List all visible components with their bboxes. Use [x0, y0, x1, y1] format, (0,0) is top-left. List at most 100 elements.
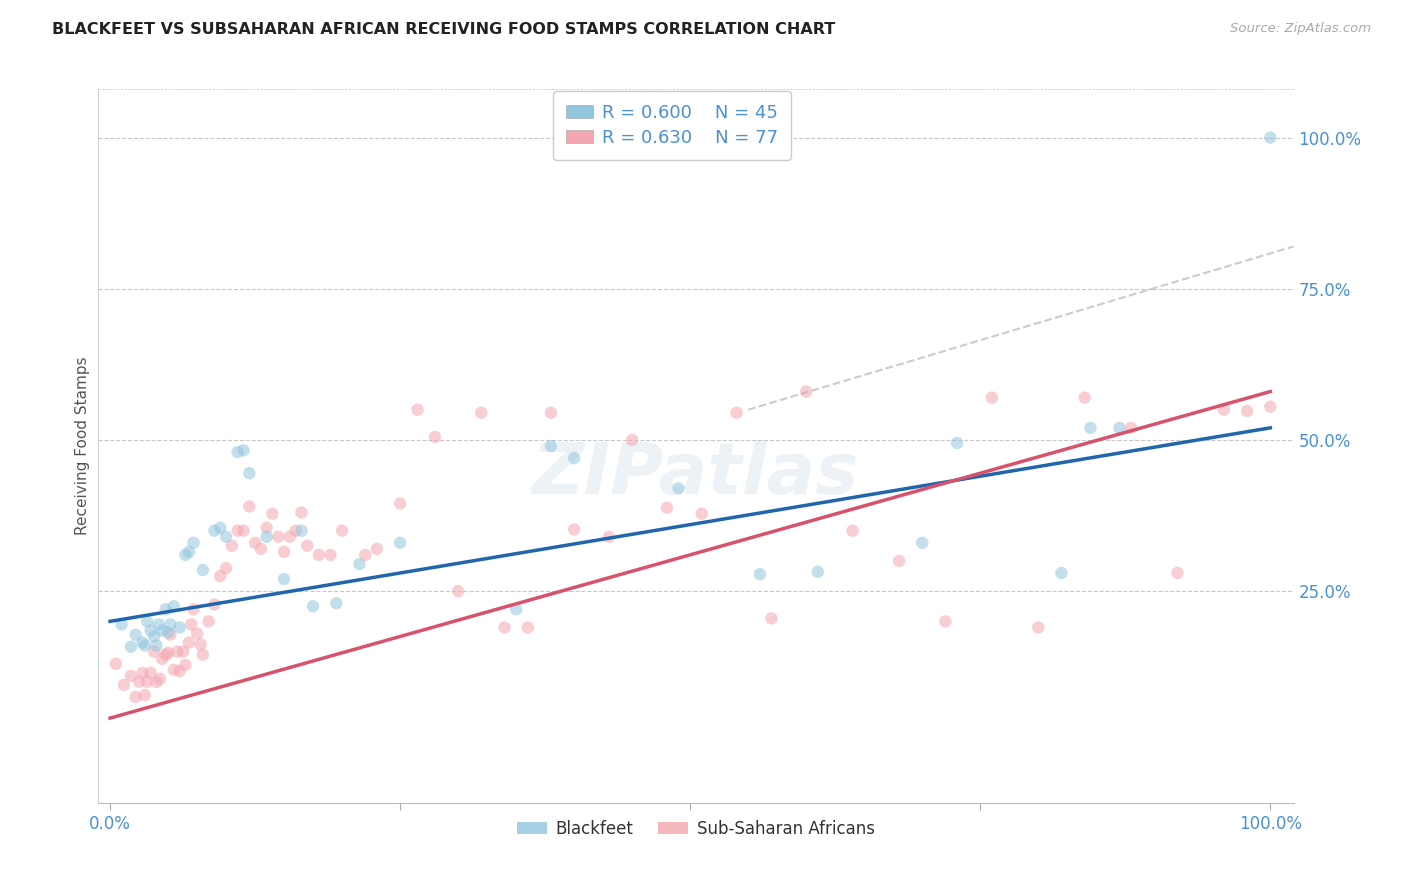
Point	[183, 602, 205, 616]
Point	[423, 430, 446, 444]
Point	[190, 637, 212, 651]
Point	[290, 506, 312, 520]
Point	[1050, 566, 1073, 580]
Point	[562, 451, 585, 466]
Point	[104, 657, 127, 671]
Point	[447, 584, 470, 599]
Point	[273, 572, 295, 586]
Point	[325, 596, 347, 610]
Point	[143, 630, 166, 644]
Point	[136, 674, 159, 689]
Point	[470, 406, 492, 420]
Point	[172, 645, 194, 659]
Point	[209, 521, 232, 535]
Point	[177, 545, 200, 559]
Point	[134, 639, 156, 653]
Point	[166, 645, 188, 659]
Point	[284, 524, 307, 538]
Text: BLACKFEET VS SUBSAHARAN AFRICAN RECEIVING FOOD STAMPS CORRELATION CHART: BLACKFEET VS SUBSAHARAN AFRICAN RECEIVIN…	[52, 22, 835, 37]
Point	[232, 524, 254, 538]
Point	[145, 674, 167, 689]
Point	[209, 569, 232, 583]
Point	[1258, 400, 1281, 414]
Point	[621, 433, 644, 447]
Point	[155, 648, 177, 662]
Point	[1026, 620, 1049, 634]
Point	[349, 557, 371, 571]
Point	[946, 436, 969, 450]
Point	[267, 530, 290, 544]
Point	[112, 678, 135, 692]
Point	[262, 507, 284, 521]
Point	[136, 615, 159, 629]
Point	[794, 384, 817, 399]
Point	[655, 500, 678, 515]
Point	[150, 624, 173, 638]
Point	[887, 554, 910, 568]
Point	[150, 652, 173, 666]
Point	[124, 628, 146, 642]
Point	[148, 617, 170, 632]
Point	[1073, 391, 1095, 405]
Point	[180, 617, 202, 632]
Point	[238, 500, 260, 514]
Point	[668, 481, 690, 495]
Point	[183, 535, 205, 549]
Point	[215, 530, 238, 544]
Point	[1119, 421, 1142, 435]
Point	[330, 524, 353, 538]
Point	[278, 530, 301, 544]
Point	[980, 391, 1002, 405]
Point	[131, 635, 153, 649]
Y-axis label: Receiving Food Stamps: Receiving Food Stamps	[75, 357, 90, 535]
Point	[238, 467, 260, 481]
Point	[406, 402, 429, 417]
Point	[174, 548, 197, 562]
Point	[204, 598, 226, 612]
Point	[197, 615, 219, 629]
Point	[1258, 130, 1281, 145]
Point	[139, 624, 162, 638]
Point	[131, 665, 153, 680]
Point	[494, 620, 516, 634]
Point	[120, 669, 142, 683]
Point	[934, 615, 956, 629]
Point	[761, 611, 783, 625]
Point	[256, 530, 278, 544]
Point	[505, 602, 527, 616]
Point	[159, 617, 181, 632]
Point	[243, 535, 266, 549]
Point	[186, 626, 208, 640]
Point	[232, 443, 254, 458]
Point	[290, 524, 312, 538]
Point	[1080, 421, 1102, 435]
Text: Source: ZipAtlas.com: Source: ZipAtlas.com	[1230, 22, 1371, 36]
Point	[204, 524, 226, 538]
Point	[598, 530, 620, 544]
Point	[540, 439, 562, 453]
Point	[111, 617, 134, 632]
Point	[226, 524, 249, 538]
Point	[308, 548, 330, 562]
Point	[120, 640, 142, 654]
Point	[159, 628, 181, 642]
Point	[163, 599, 186, 614]
Point	[124, 690, 146, 704]
Point	[911, 535, 934, 549]
Point	[690, 507, 713, 521]
Point	[145, 639, 167, 653]
Point	[149, 672, 172, 686]
Point	[807, 565, 830, 579]
Point	[1108, 421, 1130, 435]
Point	[389, 496, 412, 510]
Point	[191, 563, 214, 577]
Point	[163, 663, 186, 677]
Point	[143, 645, 166, 659]
Point	[191, 648, 214, 662]
Point	[297, 539, 319, 553]
Point	[1166, 566, 1188, 580]
Point	[302, 599, 325, 614]
Point	[139, 665, 162, 680]
Point	[155, 602, 177, 616]
Point	[169, 620, 191, 634]
